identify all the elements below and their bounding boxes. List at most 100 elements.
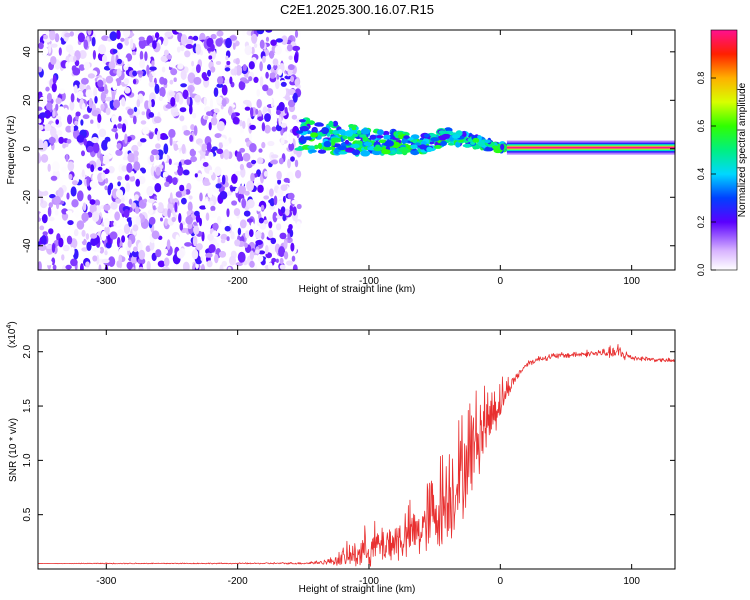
heatmap-cell	[52, 264, 57, 270]
heatmap-cell	[132, 51, 137, 56]
heatmap-cell	[45, 244, 53, 249]
heatmap-cell	[62, 143, 66, 149]
heatmap-cell	[179, 222, 184, 231]
heatmap-cell	[118, 115, 122, 122]
heatmap-cell	[46, 102, 53, 111]
heatmap-cell	[213, 112, 217, 119]
heatmap-cell	[383, 134, 391, 140]
heatmap-cell	[500, 143, 505, 151]
heatmap-cell	[92, 50, 96, 60]
heatmap-cell	[72, 180, 78, 186]
heatmap-cell	[264, 113, 271, 122]
heatmap-cell	[208, 55, 213, 60]
heatmap-cell	[216, 83, 224, 88]
heatmap-cell	[180, 44, 185, 52]
heatmap-cell	[104, 250, 108, 256]
heatmap-cell	[81, 77, 89, 85]
heatmap-cell	[86, 175, 90, 187]
heatmap-cell	[276, 109, 281, 116]
heatmap-cell	[202, 162, 209, 167]
heatmap-cell	[77, 90, 84, 100]
heatmap-cell	[362, 136, 369, 142]
heatmap-cell	[133, 161, 141, 171]
heatmap-cell	[242, 64, 247, 72]
heatmap-cell	[130, 256, 138, 265]
heatmap-cell	[141, 168, 146, 174]
x-tick-label: 0	[498, 276, 504, 287]
heatmap-cell	[186, 96, 191, 106]
heatmap-cell	[241, 198, 247, 209]
heatmap-cell	[65, 210, 73, 215]
heatmap-cell	[298, 137, 303, 142]
heatmap-cell	[284, 75, 292, 80]
heatmap-cell	[243, 210, 251, 217]
heatmap-cell	[58, 88, 66, 94]
heatmap-cell	[176, 249, 185, 259]
heatmap-cell	[136, 99, 141, 108]
heatmap-cell	[323, 140, 332, 148]
heatmap-cell	[120, 197, 125, 203]
heatmap-cell	[96, 158, 101, 168]
heatmap-cell	[337, 129, 346, 135]
heatmap-cell	[79, 82, 85, 90]
heatmap-cell	[193, 125, 198, 136]
heatmap-cell	[121, 165, 128, 172]
heatmap-cell	[118, 247, 127, 256]
heatmap-cell	[154, 83, 160, 95]
heatmap-cell	[85, 233, 90, 240]
heatmap-cell	[39, 225, 45, 231]
heatmap-cell	[74, 120, 79, 126]
heatmap-cell	[210, 205, 216, 212]
heatmap-cell	[38, 66, 43, 73]
heatmap-cell	[142, 126, 150, 135]
heatmap-cell	[328, 120, 334, 128]
heatmap-cell	[477, 140, 486, 147]
heatmap-cell	[241, 177, 245, 187]
heatmap-cell	[265, 244, 269, 255]
heatmap-cell	[172, 177, 178, 186]
heatmap-cell	[63, 107, 69, 118]
x-tick-label: 0	[498, 576, 504, 587]
heatmap-cell	[145, 245, 151, 252]
heatmap-cell	[73, 55, 77, 63]
heatmap-cell	[52, 74, 57, 85]
heatmap-cell	[268, 262, 273, 270]
heatmap-cell	[280, 184, 288, 192]
heatmap-cell	[284, 106, 288, 114]
heatmap-cell	[261, 141, 266, 149]
heatmap-cell	[381, 149, 391, 155]
heatmap-cell	[322, 146, 333, 151]
heatmap-cell	[160, 217, 163, 222]
heatmap-cell	[280, 122, 287, 128]
heatmap-cell	[290, 156, 295, 162]
colorbar-ticks: 0.0 0.2 0.4 0.6 0.8	[696, 72, 716, 276]
heatmap-cell	[63, 224, 71, 229]
heatmap-cell	[148, 112, 155, 118]
heatmap-cell	[484, 139, 491, 143]
heatmap-cell	[48, 216, 55, 222]
heatmap-cell	[107, 141, 112, 150]
heatmap-cell	[67, 220, 74, 226]
heatmap-cell	[248, 133, 253, 141]
heatmap-cell	[232, 42, 236, 50]
heatmap-cell	[151, 149, 159, 156]
heatmap-cell	[441, 133, 452, 139]
heatmap-cell	[41, 46, 49, 56]
heatmap-cell	[284, 208, 290, 216]
heatmap-cell	[180, 34, 188, 46]
snr-y-label: SNR (10 * v/v)	[8, 418, 19, 482]
heatmap-cell	[185, 215, 193, 225]
heatmap-cell	[61, 166, 67, 172]
heatmap-cell	[54, 209, 59, 216]
heatmap-cell	[242, 99, 251, 105]
heatmap-cell	[256, 30, 265, 35]
heatmap-cell	[155, 249, 162, 258]
heatmap-cell	[199, 217, 202, 227]
heatmap-cell	[229, 76, 233, 85]
heatmap-cell	[256, 157, 264, 165]
y-tick-label: 2.0	[22, 344, 33, 358]
heatmap-cell	[172, 208, 176, 217]
heatmap-cell	[124, 57, 128, 67]
heatmap-cell	[292, 264, 298, 270]
heatmap-cell	[181, 143, 186, 155]
